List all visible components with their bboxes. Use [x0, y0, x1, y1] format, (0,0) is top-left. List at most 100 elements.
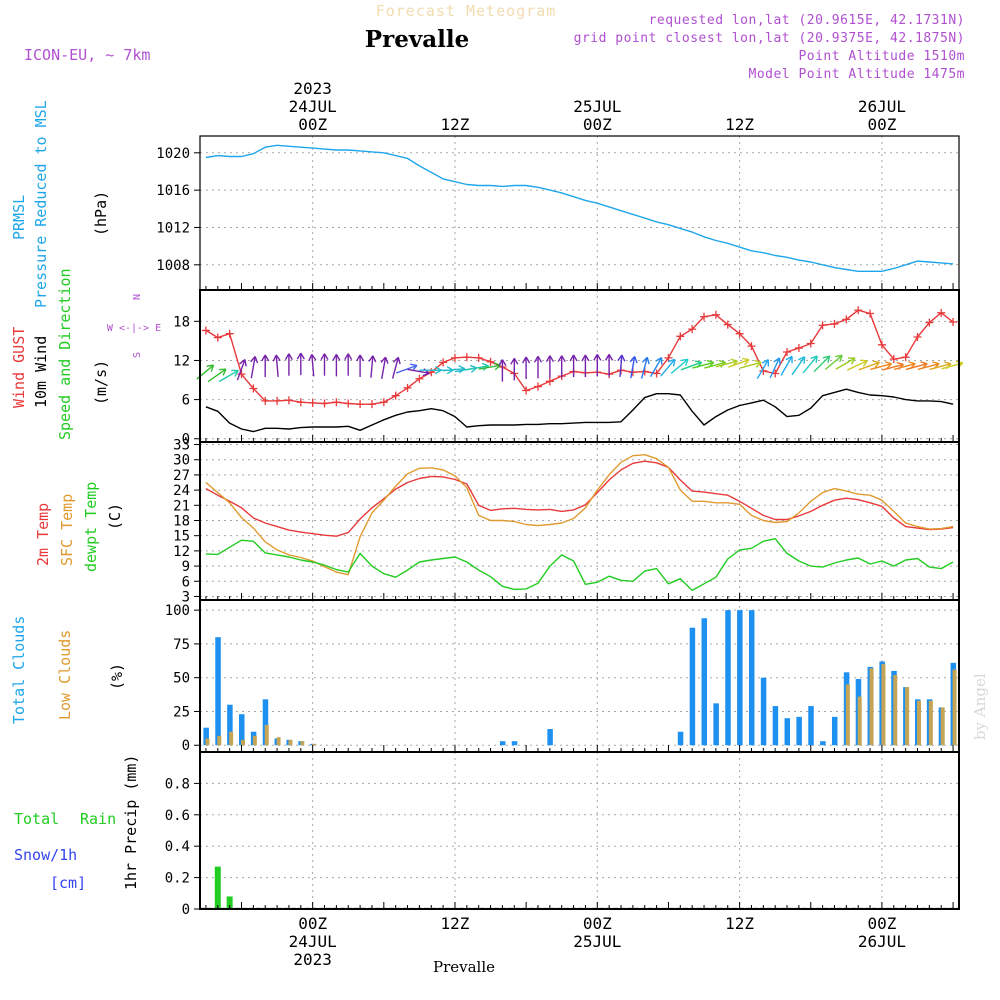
wind-arrow — [498, 359, 507, 382]
gust-point — [913, 332, 922, 341]
wind-arrow-head — [604, 354, 614, 361]
wind-arrow — [218, 369, 239, 383]
gust-point — [201, 326, 210, 335]
top-time-label: 26JUL — [858, 97, 906, 116]
compass-west-east: W <-|-> E — [107, 323, 161, 334]
wind-arrow-head — [822, 355, 831, 363]
wind-arrow-shaft — [395, 364, 418, 374]
wind-arrow-shaft — [870, 363, 892, 371]
gust-point — [273, 396, 282, 405]
wind-arrow-shaft — [649, 357, 663, 378]
wind-arrow — [604, 354, 614, 377]
gust-point — [344, 399, 353, 408]
dew-line — [205, 538, 954, 592]
wind-arrow-shaft — [715, 360, 738, 368]
wind-arrow — [769, 357, 781, 379]
gust-point — [818, 321, 827, 330]
wind-arrow-head — [680, 358, 689, 367]
wind-arrow-shaft — [802, 355, 818, 374]
wind-arrow — [780, 355, 793, 376]
wind-arrow — [629, 355, 638, 379]
wind-arrow-head — [355, 354, 365, 362]
wind-arrow — [284, 353, 294, 376]
gust-point — [415, 374, 424, 383]
y-tick-label: 18 — [173, 513, 190, 529]
wind-arrow — [917, 361, 940, 371]
data-marks — [196, 144, 964, 910]
rain-bar — [226, 896, 233, 909]
total_clouds-bar — [796, 716, 802, 746]
wind-arrow — [533, 355, 543, 379]
location-title: Prevalle — [365, 26, 469, 53]
wind-arrow — [308, 354, 317, 377]
wind-arrow-head — [498, 359, 507, 366]
wind-arrow-shaft — [207, 368, 227, 383]
wind-arrow-head — [510, 357, 519, 365]
top-time-label: 00Z — [298, 115, 327, 134]
bottom-time-label: 2023 — [293, 950, 332, 969]
y-tick-label: 0.6 — [165, 808, 190, 824]
model-name: ICON-EU, ~ 7km — [24, 46, 150, 64]
wind-line — [205, 388, 954, 433]
supertitle: Forecast Meteogram — [376, 2, 557, 20]
total_clouds-bar — [737, 610, 743, 746]
wind-arrow-shaft — [407, 368, 430, 374]
y-tick-label: 27 — [173, 468, 190, 484]
panel-frame — [199, 751, 960, 910]
panel-frames — [199, 135, 960, 910]
total_clouds-bar — [713, 703, 719, 746]
wind-arrow-head — [521, 356, 531, 364]
y-tick-label: 15 — [173, 529, 190, 545]
wind-arrow — [391, 356, 401, 379]
wind-arrow — [802, 355, 818, 374]
wind-arrow — [272, 354, 281, 378]
rain-bar — [214, 866, 221, 909]
gust-point — [794, 344, 803, 353]
wind-arrow-head — [617, 354, 626, 362]
wind-arrow — [858, 360, 881, 371]
gust-point — [213, 333, 222, 342]
wind-arrow-head — [761, 359, 770, 367]
wind-arrow — [510, 357, 519, 381]
wind-arrow-head — [332, 354, 341, 361]
temp-label-2m: 2m Temp — [34, 503, 52, 566]
wind-arrow-head — [219, 368, 227, 376]
wind-arrow-shaft — [236, 359, 246, 381]
total_clouds-bar — [203, 727, 209, 746]
wind-arrow-shaft — [381, 357, 387, 379]
footer-location: Prevalle — [433, 958, 495, 976]
temp-line — [205, 460, 954, 537]
y-tick-label: 1008 — [156, 258, 190, 274]
wind-arrow — [557, 355, 566, 378]
gust-point — [367, 400, 376, 409]
info-model-altitude: Model Point Altitude 1475m — [749, 67, 966, 82]
low_clouds-bar — [312, 743, 317, 746]
precip-legend-rain: Rain — [80, 810, 116, 828]
wind-arrow-shaft — [847, 360, 868, 371]
temp-label-dewpt: dewpt Temp — [82, 482, 100, 572]
wind-arrow — [521, 356, 531, 379]
gust-point — [676, 332, 685, 341]
total_clouds-bar — [262, 699, 269, 746]
total_clouds-bar — [677, 731, 684, 746]
wind-arrow-shaft — [391, 357, 399, 379]
wind-arrow — [756, 359, 770, 380]
cloud-label-low: Low Clouds — [56, 630, 74, 720]
gust-point — [533, 382, 542, 391]
total_clouds-bar — [239, 714, 245, 746]
wind-arrow-shaft — [905, 363, 928, 371]
total_clouds-bar — [725, 610, 731, 746]
wind-arrow-head — [206, 364, 215, 372]
low_clouds-bar — [881, 664, 886, 746]
wind-arrow — [791, 356, 806, 376]
gust-point — [356, 400, 365, 409]
bottom-time-label: 24JUL — [289, 932, 337, 951]
y-tick-label: 33 — [173, 438, 190, 454]
bottom-time-label: 00Z — [298, 914, 327, 933]
wind-arrow-shaft — [660, 358, 676, 377]
y-tick-label: 1012 — [156, 220, 190, 236]
wind-arrow — [640, 356, 650, 379]
wind-arrow-head — [368, 355, 377, 363]
wind-arrow-shaft — [250, 356, 256, 379]
pressure-line — [205, 144, 954, 272]
